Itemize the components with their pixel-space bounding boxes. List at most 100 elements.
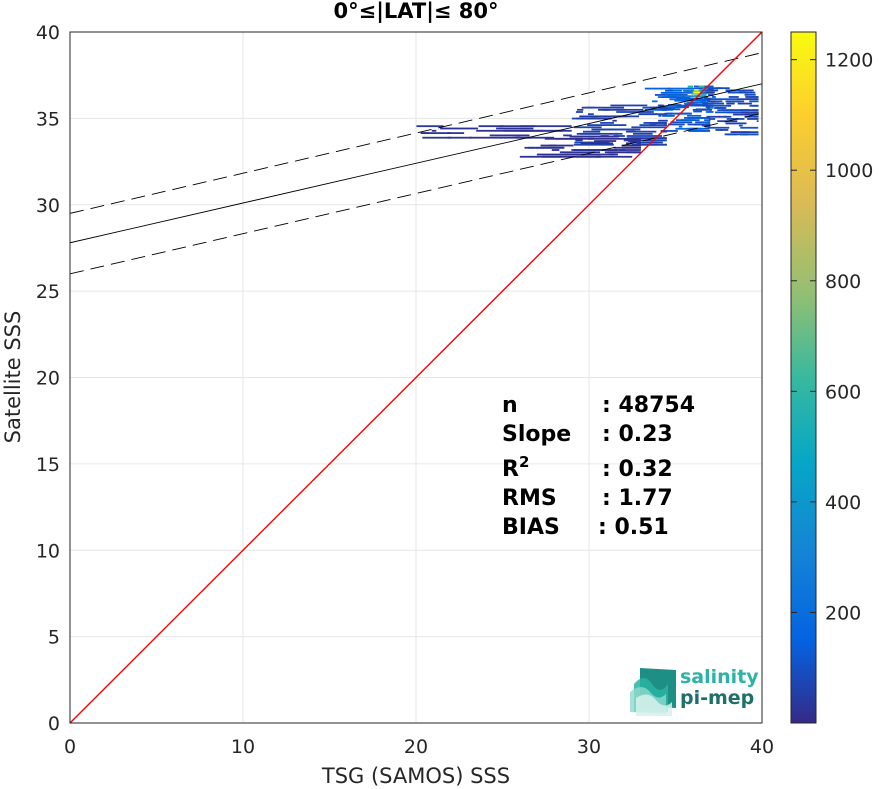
heatmap-cell [582, 130, 601, 133]
heatmap-cell [727, 100, 745, 103]
heatmap-cell [709, 118, 716, 120]
heatmap-cell [577, 108, 584, 111]
heatmap-cell [541, 155, 546, 158]
heatmap-cell [711, 106, 714, 109]
heatmap-cell [602, 108, 627, 111]
heatmap-cell [631, 143, 659, 146]
heatmap-cell [715, 107, 725, 109]
heatmap-cell [708, 94, 714, 96]
heatmap-cell [496, 127, 534, 130]
colorbar-tick-label: 1000 [825, 160, 873, 182]
heatmap-cell [749, 104, 759, 107]
heatmap-cell [551, 149, 560, 151]
heatmap-cell [613, 135, 625, 137]
heatmap-cell [599, 128, 614, 131]
heatmap-cell [740, 133, 759, 136]
heatmap-cell [756, 120, 759, 123]
heatmap-cell [678, 125, 683, 128]
heatmap-cell [696, 91, 700, 94]
heatmap-cell [575, 117, 612, 120]
y-tick-label: 40 [36, 22, 60, 44]
heatmap-cell [468, 136, 532, 139]
heatmap-cell [693, 91, 700, 94]
heatmap-cell [706, 87, 708, 90]
heatmap-cell [657, 104, 664, 107]
heatmap-cell [609, 132, 618, 135]
heatmap-cell [705, 111, 710, 113]
heatmap-cell [478, 125, 536, 128]
heatmap-cell [628, 130, 657, 133]
heatmap-cell [705, 89, 719, 92]
heatmap-cell [702, 104, 730, 107]
heatmap-cell [626, 135, 662, 137]
heatmap-cell [586, 106, 595, 109]
heatmap-cell [726, 122, 738, 125]
heatmap-cell [668, 87, 695, 90]
heatmap-cell [658, 114, 662, 117]
salinity-pi-mep-logo: salinity pi-mep [630, 666, 759, 716]
heatmap-cell [744, 115, 757, 118]
heatmap-cell [710, 98, 738, 101]
heatmap-cell [631, 126, 667, 129]
heatmap-cell [549, 144, 574, 147]
stat-label: RMS [502, 486, 557, 511]
heatmap-cell [744, 93, 748, 96]
heatmap-cell [535, 146, 564, 149]
heatmap-cell [711, 96, 716, 98]
heatmap-cell [707, 126, 730, 129]
heatmap-cell [667, 104, 682, 106]
heatmap-cell [569, 135, 619, 138]
heatmap-cell [666, 112, 691, 115]
stat-value: : 48754 [602, 393, 695, 418]
heatmap-cell [616, 108, 644, 111]
heatmap-cell [684, 90, 693, 93]
heatmap-cell [580, 132, 611, 135]
heatmap-cell [675, 119, 700, 122]
heatmap-cell [636, 142, 641, 145]
x-tick-label: 30 [577, 736, 601, 758]
heatmap-cell [579, 115, 598, 118]
heatmap-cell [581, 106, 625, 109]
stat-value: : 0.23 [602, 422, 673, 447]
stat-label: n [502, 393, 518, 418]
heatmap-cell [658, 119, 667, 122]
heatmap-cell [707, 108, 711, 111]
heatmap-cell [704, 91, 715, 94]
heatmap-cell [587, 113, 594, 116]
heatmap-cell [661, 108, 667, 111]
colorbar-tick-label: 400 [825, 492, 861, 514]
heatmap-cell [420, 132, 465, 134]
heatmap-cell [440, 127, 479, 130]
heatmap-cell [628, 140, 641, 142]
heatmap-cell [715, 87, 730, 90]
logo-line2: pi-mep [680, 687, 754, 709]
heatmap-cell [715, 129, 723, 131]
colorbar-tick-label: 200 [825, 602, 861, 624]
heatmap-cell [685, 95, 694, 98]
x-tick-label: 20 [404, 736, 428, 758]
heatmap-cell [667, 123, 685, 126]
colorbar-tick-label: 800 [825, 271, 861, 293]
heatmap-cell [587, 124, 627, 126]
heatmap-cell [737, 102, 752, 105]
heatmap-cell [612, 119, 617, 122]
one-to-one-line [70, 32, 762, 723]
y-tick-label: 30 [36, 195, 60, 217]
x-tick-label: 0 [64, 736, 76, 758]
heatmap-cell [687, 101, 709, 104]
heatmap-cell [698, 91, 701, 94]
heatmap-cell [737, 89, 754, 92]
heatmap-cell [644, 87, 671, 90]
confidence-lower-line [70, 112, 762, 275]
heatmap-cell [738, 124, 743, 127]
heatmap-cell [626, 151, 641, 154]
heatmap-cell [563, 153, 615, 156]
heatmap-cell [693, 95, 706, 98]
heatmap-cell [665, 89, 674, 92]
heatmap-cell [690, 130, 709, 132]
colorbar [790, 31, 817, 724]
heatmap-cell [695, 90, 699, 93]
heatmap-cell [571, 149, 626, 151]
chart-title: 0°≤|LAT|≤ 80° [333, 0, 498, 24]
